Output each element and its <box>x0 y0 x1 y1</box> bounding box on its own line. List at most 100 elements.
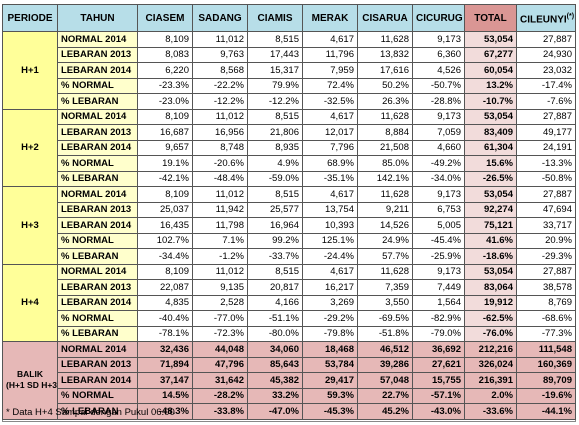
value-cell: -12.2% <box>247 93 303 110</box>
value-cell: 79.9% <box>247 77 303 94</box>
value-cell: 7,359 <box>357 279 413 296</box>
value-cell: 4,617 <box>302 186 358 203</box>
value-cell: 9,173 <box>412 186 465 203</box>
value-cell: 59.3% <box>302 387 358 404</box>
value-cell: -7.6% <box>516 93 576 110</box>
value-cell: 16,956 <box>192 124 248 141</box>
value-cell: 33.2% <box>247 387 303 404</box>
value-cell: 49,177 <box>516 124 576 141</box>
value-cell: 99.2% <box>247 232 303 249</box>
column-header: TAHUN <box>57 4 138 32</box>
value-cell: 24.9% <box>357 232 413 249</box>
row-label: LEBARAN 2013 <box>57 201 138 218</box>
value-cell: 8,109 <box>137 263 193 280</box>
value-cell: -19.6% <box>516 387 576 404</box>
value-cell: 4,617 <box>302 108 358 125</box>
row-label: NORMAL 2014 <box>57 186 138 203</box>
value-cell: -50.8% <box>516 170 576 187</box>
value-cell: 160,369 <box>516 356 576 373</box>
value-cell: -59.0% <box>247 170 303 187</box>
value-cell: 4,526 <box>412 62 465 79</box>
value-cell: 11,012 <box>192 263 248 280</box>
row-label: LEBARAN 2014 <box>57 372 138 389</box>
column-header: PERIODE <box>2 4 58 32</box>
value-cell: -13.3% <box>516 155 576 172</box>
value-cell: -10.7% <box>464 93 517 110</box>
period-label: H+3 <box>21 219 39 231</box>
value-cell: 16,435 <box>137 217 193 234</box>
value-cell: 32,436 <box>137 341 193 358</box>
value-cell: -69.5% <box>357 310 413 327</box>
value-cell: 46,512 <box>357 341 413 358</box>
value-cell: 1,564 <box>412 294 465 311</box>
value-cell: 13,754 <box>302 201 358 218</box>
value-cell: -77.0% <box>192 310 248 327</box>
value-cell: -33.6% <box>464 403 517 420</box>
value-cell: 216,391 <box>464 372 517 389</box>
data-row: LEBARAN 2014 6,220 8,568 15,317 7,959 17,616 4… <box>3 62 576 79</box>
value-cell: 8,568 <box>192 62 248 79</box>
value-cell: 83,409 <box>464 124 517 141</box>
value-cell: 3,269 <box>302 294 358 311</box>
value-cell: 45.2% <box>357 403 413 420</box>
value-cell: 22,087 <box>137 279 193 296</box>
value-cell: 9,657 <box>137 139 193 156</box>
value-cell: -25.9% <box>412 248 465 265</box>
period-cell: H+1 <box>2 31 58 110</box>
value-cell: 111,548 <box>516 341 576 358</box>
value-cell: 60,054 <box>464 62 517 79</box>
value-cell: 36,692 <box>412 341 465 358</box>
value-cell: -29.2% <box>302 310 358 327</box>
period-label: H+4 <box>21 297 39 309</box>
value-cell: 11,798 <box>192 217 248 234</box>
value-cell: 67,277 <box>464 46 517 63</box>
value-cell: 8,769 <box>516 294 576 311</box>
value-cell: 8,515 <box>247 186 303 203</box>
column-header: TOTAL <box>464 4 517 32</box>
value-cell: 31,642 <box>192 372 248 389</box>
value-cell: 11,628 <box>357 186 413 203</box>
value-cell: 2,528 <box>192 294 248 311</box>
value-cell: 5,005 <box>412 217 465 234</box>
data-row: LEBARAN 2013 16,687 16,956 21,806 12,017 8,88… <box>3 124 576 141</box>
value-cell: 85.0% <box>357 155 413 172</box>
value-cell: -82.9% <box>412 310 465 327</box>
value-cell: 33,717 <box>516 217 576 234</box>
value-cell: -17.4% <box>516 77 576 94</box>
value-cell: 9,763 <box>192 46 248 63</box>
value-cell: 19.1% <box>137 155 193 172</box>
row-label: NORMAL 2014 <box>57 263 138 280</box>
value-cell: -79.8% <box>302 325 358 342</box>
column-header: MERAK <box>302 4 358 32</box>
value-cell: 13.2% <box>464 77 517 94</box>
value-cell: -72.3% <box>192 325 248 342</box>
value-cell: 23,032 <box>516 62 576 79</box>
period-label: (H+1 SD H+3) <box>6 380 58 391</box>
value-cell: -12.2% <box>192 93 248 110</box>
value-cell: -77.3% <box>516 325 576 342</box>
value-cell: 11,796 <box>302 46 358 63</box>
value-cell: 50.2% <box>357 77 413 94</box>
value-cell: -24.4% <box>302 248 358 265</box>
value-cell: 7,796 <box>302 139 358 156</box>
column-header: CICURUG <box>412 4 465 32</box>
value-cell: -18.6% <box>464 248 517 265</box>
value-cell: 8,515 <box>247 263 303 280</box>
header-note: (*) <box>566 12 575 20</box>
value-cell: 57,048 <box>357 372 413 389</box>
data-row: % LEBARAN -34.4% -1.2% -33.7% -24.4% 57.7% -25… <box>3 248 576 265</box>
value-cell: -45.3% <box>302 403 358 420</box>
value-cell: -1.2% <box>192 248 248 265</box>
data-row: % LEBARAN -42.1% -48.4% -59.0% -35.1% 142.1% -… <box>3 170 576 187</box>
row-label: % NORMAL <box>57 155 138 172</box>
data-row: LEBARAN 2013 8,083 9,763 17,443 11,796 13,832… <box>3 46 576 63</box>
value-cell: 22.7% <box>357 387 413 404</box>
value-cell: 29,417 <box>302 372 358 389</box>
value-cell: 6,360 <box>412 46 465 63</box>
value-cell: 53,054 <box>464 186 517 203</box>
value-cell: 53,784 <box>302 356 358 373</box>
value-cell: -34.4% <box>137 248 193 265</box>
row-label: LEBARAN 2013 <box>57 279 138 296</box>
value-cell: 8,748 <box>192 139 248 156</box>
value-cell: 142.1% <box>357 170 413 187</box>
